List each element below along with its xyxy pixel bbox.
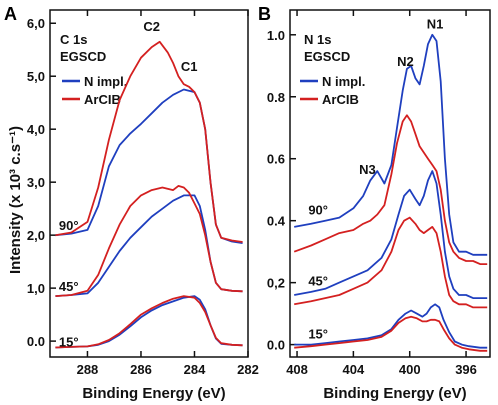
y-tick-label: 1,0 [27, 281, 45, 296]
y-tick-label: 1.0 [267, 28, 285, 43]
panel-a-ylabel: Intensity (x 10³ c.s⁻¹) [7, 126, 24, 274]
series-line-arcib-15deg [55, 295, 243, 349]
panel-b-subtitle: EGSCD [304, 49, 350, 64]
panel-b-title: N 1s [304, 32, 331, 47]
panel-b-xlabel: Binding Energy (eV) [323, 385, 466, 402]
annotation-n2: N2 [397, 54, 414, 69]
annotation-45deg: 45° [59, 279, 79, 294]
series-line-arcib-45deg [294, 216, 488, 309]
series-line-n-impl-15deg [55, 295, 243, 349]
series-line-n-impl-45deg [294, 170, 488, 299]
x-tick-label: 288 [77, 362, 99, 377]
annotation-45deg: 45° [308, 274, 328, 289]
legend-label-n-impl: N impl. [322, 74, 365, 89]
plot-frame [49, 9, 249, 358]
y-tick-label: 0.8 [267, 90, 285, 105]
y-tick-label: 0.0 [27, 334, 45, 349]
x-tick-label: 404 [343, 362, 365, 377]
y-tick-label: 3,0 [27, 175, 45, 190]
plot-frame [289, 9, 491, 358]
series-line-arcib-45deg [55, 185, 243, 297]
x-tick-label: 282 [237, 362, 259, 377]
x-tick-label: 396 [455, 362, 477, 377]
series-line-arcib-90deg [55, 40, 243, 243]
x-tick-label: 408 [286, 362, 308, 377]
y-tick-label: 0.4 [267, 214, 286, 229]
legend-label-arcib: ArCIB [322, 92, 359, 107]
panel-b-label: B [258, 4, 271, 24]
annotation-c2: C2 [143, 19, 160, 34]
y-tick-label: 0.0 [267, 338, 285, 353]
series-line-arcib-90deg [293, 114, 488, 265]
panel-a-subtitle: EGSCD [60, 49, 106, 64]
y-tick-label: 2,0 [27, 228, 45, 243]
panel-a-label: A [4, 4, 17, 24]
annotation-15deg: 15° [59, 334, 79, 349]
legend-label-arcib: ArCIB [84, 92, 121, 107]
y-tick-label: 4,0 [27, 122, 45, 137]
x-tick-label: 400 [399, 362, 421, 377]
annotation-90deg: 90° [59, 218, 79, 233]
panel-a-legend: N impl. ArCIB [62, 74, 127, 107]
annotation-n1: N1 [427, 17, 444, 32]
y-tick-label: 0,2 [267, 276, 285, 291]
y-tick-label: 5,0 [27, 69, 45, 84]
y-tick-label: 0.6 [267, 152, 285, 167]
annotation-c1: C1 [181, 59, 198, 74]
x-tick-label: 284 [184, 362, 206, 377]
panel-b: B Binding Energy (eV) N 1s EGSCD N impl.… [258, 4, 491, 402]
panel-a: A Intensity (x 10³ c.s⁻¹) Binding Energy… [4, 4, 259, 402]
panel-a-xlabel: Binding Energy (eV) [82, 385, 225, 402]
series-line-n-impl-15deg [294, 303, 488, 349]
y-tick-label: 6,0 [27, 16, 45, 31]
annotation-90deg: 90° [308, 202, 328, 217]
panel-a-title: C 1s [60, 32, 87, 47]
legend-label-n-impl: N impl. [84, 74, 127, 89]
series-line-arcib-15deg [294, 315, 488, 352]
x-tick-label: 286 [130, 362, 152, 377]
annotation-n3: N3 [359, 162, 376, 177]
series-line-n-impl-90deg [294, 33, 488, 256]
annotation-15deg: 15° [308, 326, 328, 341]
panel-b-legend: N impl. ArCIB [300, 74, 365, 107]
